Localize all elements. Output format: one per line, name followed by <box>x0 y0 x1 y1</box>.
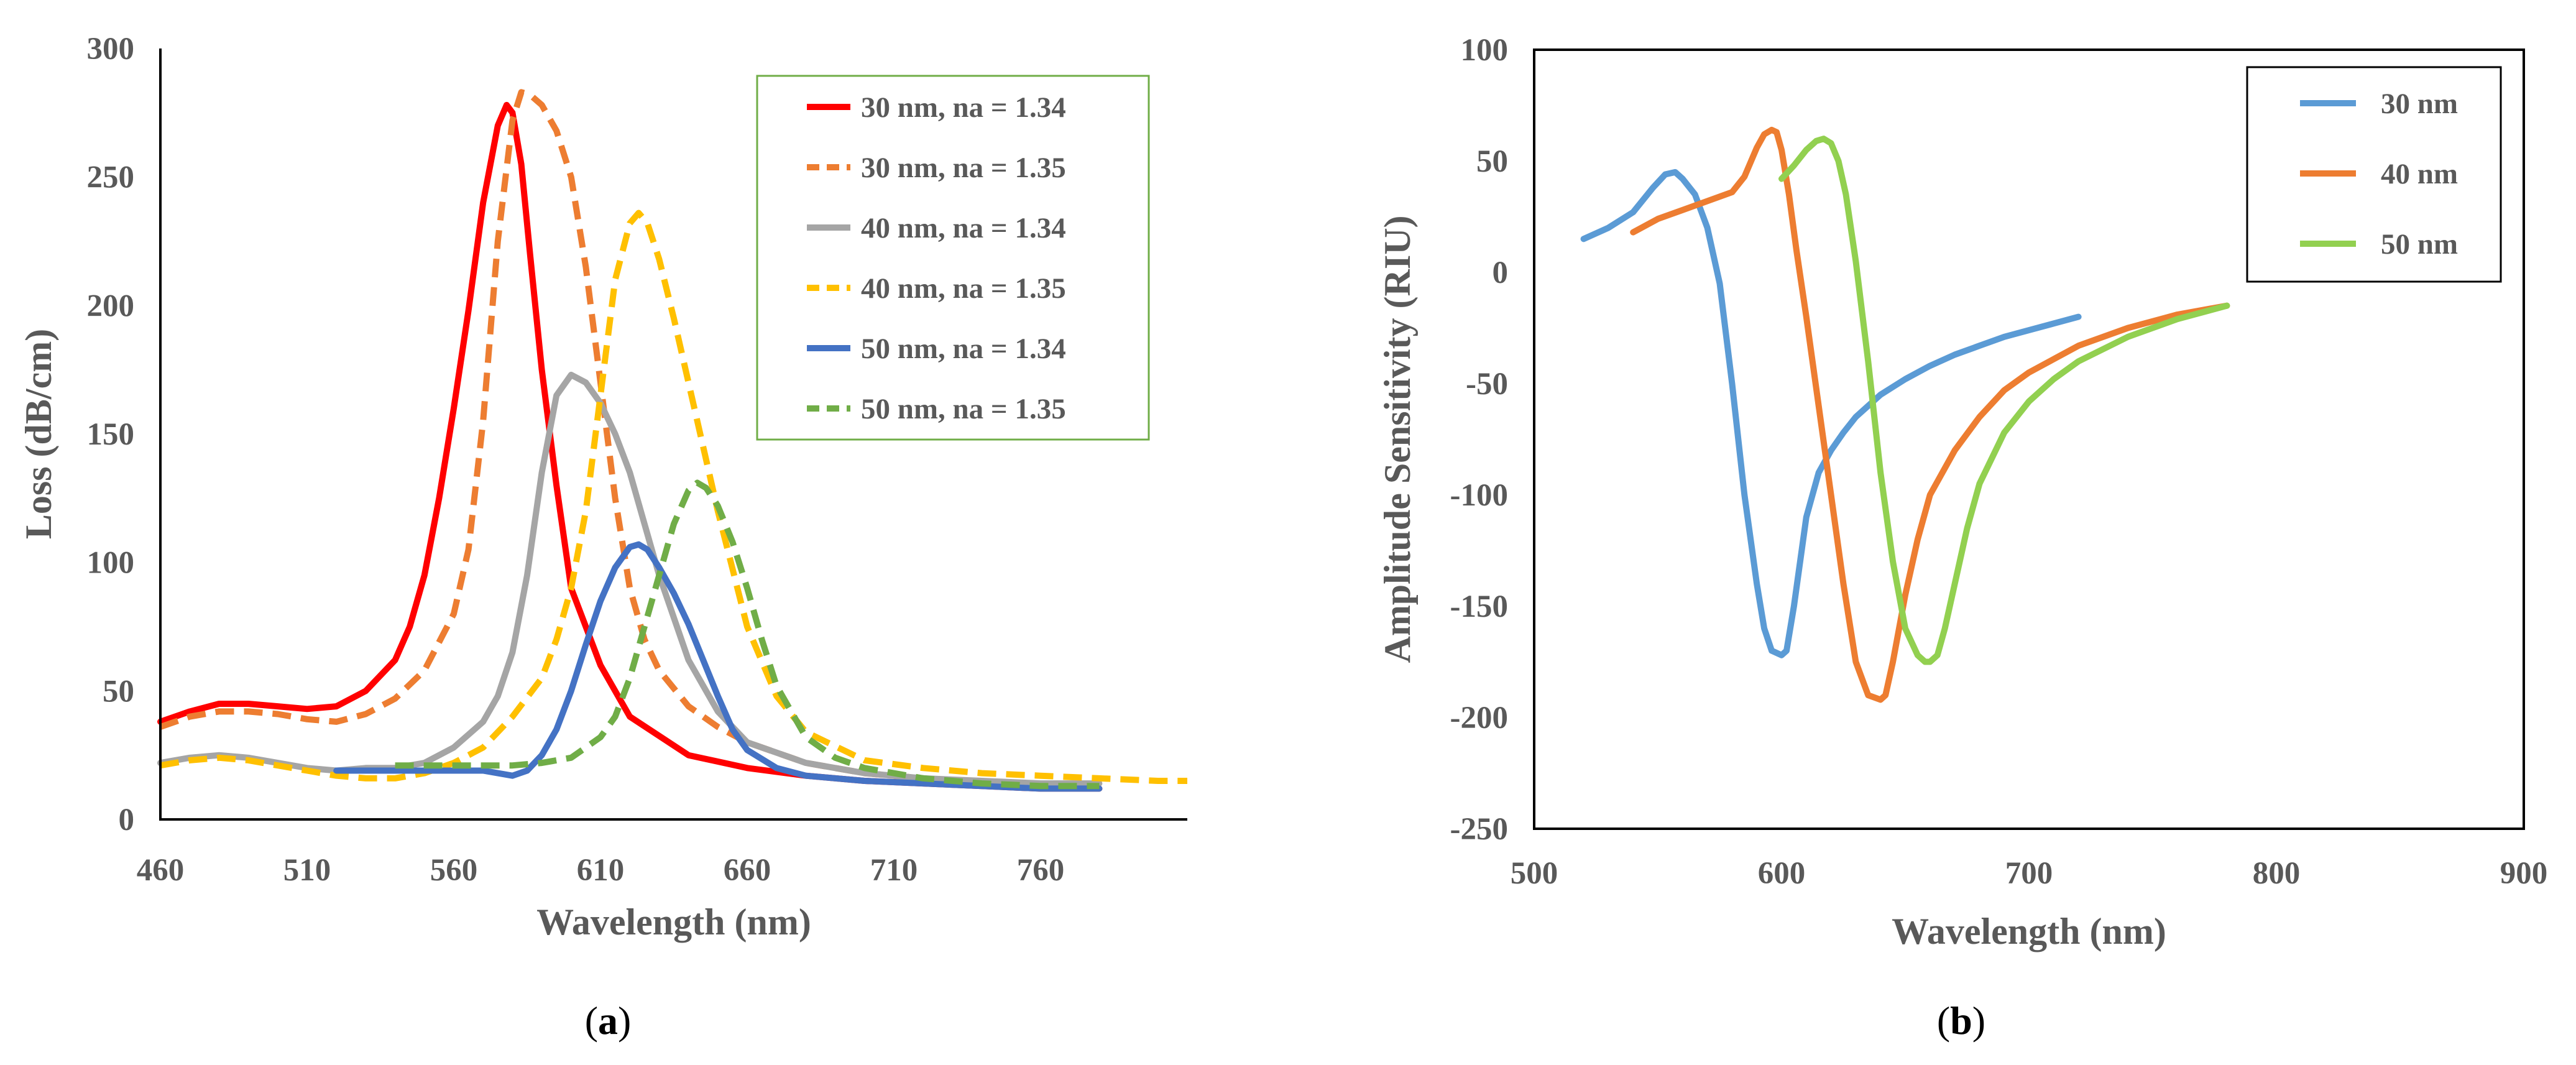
chart-a-series-line-5 <box>333 541 1103 792</box>
b-legend-label: 50 nm <box>2381 228 2458 260</box>
a-legend-label: 40 nm, na = 1.35 <box>861 272 1066 305</box>
b-ytick: -150 <box>1450 589 1508 624</box>
chart-a-series-line-3 <box>157 371 1103 787</box>
a-legend-label: 30 nm, na = 1.34 <box>861 91 1066 124</box>
chart-a-series-line-6 <box>395 479 1100 790</box>
chart-b: -250 -200 -150 -100 -50 0 50 100 500 600… <box>1377 33 2547 1043</box>
a-ytick: 200 <box>87 288 135 323</box>
chart-b-y-axis-label: Amplitude Sensitivity (RIU) <box>1377 215 1418 663</box>
a-xtick: 660 <box>724 853 771 888</box>
b-xtick: 500 <box>1511 856 1558 891</box>
a-ytick: 50 <box>103 674 134 709</box>
chart-b-series-line-1 <box>1580 168 2082 658</box>
chart-a-y-axis-label: Loss (dB/cm) <box>18 329 59 539</box>
chart-b-plot-frame <box>1533 48 2525 830</box>
a-ytick: 100 <box>87 546 135 581</box>
a-legend-label: 30 nm, na = 1.35 <box>861 152 1066 184</box>
b-ytick: 50 <box>1476 144 1508 179</box>
chart-a-series-line-4 <box>160 210 1187 784</box>
a-legend-label: 40 nm, na = 1.34 <box>861 212 1066 244</box>
a-ytick: 300 <box>87 32 135 67</box>
chart-b-legend: 30 nm 40 nm 50 nm <box>2246 66 2502 283</box>
a-xtick: 760 <box>1017 853 1065 888</box>
b-legend-label: 30 nm <box>2381 88 2458 120</box>
b-ytick: -100 <box>1450 478 1508 513</box>
a-ytick: 250 <box>87 160 135 195</box>
chart-b-series-line-3 <box>1778 136 2230 665</box>
chart-b-caption: (b) <box>1937 998 1985 1043</box>
b-ytick: -250 <box>1450 812 1508 847</box>
chart-b-series <box>1580 126 2230 703</box>
chart-a-x-tick-labels: 460 510 560 610 660 710 760 <box>137 853 1065 888</box>
chart-a-caption-letter: a <box>598 998 618 1043</box>
a-ytick: 0 <box>119 803 135 837</box>
chart-a-axes <box>159 48 1187 821</box>
b-xtick: 700 <box>2005 856 2053 891</box>
b-ytick: 100 <box>1461 33 1509 68</box>
chart-a-legend: 30 nm, na = 1.34 30 nm, na = 1.35 40 nm,… <box>756 75 1150 441</box>
chart-a: 0 50 100 150 200 250 300 460 510 560 610… <box>18 32 1187 1043</box>
b-xtick: 900 <box>2500 856 2548 891</box>
a-xtick: 560 <box>430 853 478 888</box>
chart-a-caption: (a) <box>585 998 632 1043</box>
chart-a-series <box>157 89 1187 792</box>
chart-a-y-tick-labels: 0 50 100 150 200 250 300 <box>87 32 135 837</box>
a-xtick: 610 <box>577 853 625 888</box>
b-ytick: -200 <box>1450 701 1508 735</box>
a-xtick: 710 <box>870 853 918 888</box>
a-ytick: 150 <box>87 417 135 452</box>
chart-b-y-tick-labels: -250 -200 -150 -100 -50 0 50 100 <box>1450 33 1508 847</box>
b-ytick: 0 <box>1493 256 1509 290</box>
a-legend-label: 50 nm, na = 1.35 <box>861 393 1066 425</box>
chart-a-x-axis-label: Wavelength (nm) <box>536 901 811 943</box>
b-xtick: 600 <box>1758 856 1806 891</box>
a-legend-label: 50 nm, na = 1.34 <box>861 333 1066 365</box>
chart-b-legend-box <box>2246 66 2502 283</box>
chart-a-legend-box <box>756 75 1150 441</box>
chart-b-caption-letter: b <box>1950 998 1972 1043</box>
chart-b-series-line-2 <box>1630 126 2230 703</box>
b-ytick: -50 <box>1466 367 1508 402</box>
b-legend-label: 40 nm <box>2381 158 2458 190</box>
chart-b-x-tick-labels: 500 600 700 800 900 <box>1511 856 2548 891</box>
b-xtick: 800 <box>2253 856 2301 891</box>
chart-b-x-axis-label: Wavelength (nm) <box>1892 911 2166 952</box>
a-xtick: 460 <box>137 853 185 888</box>
a-xtick: 510 <box>283 853 331 888</box>
